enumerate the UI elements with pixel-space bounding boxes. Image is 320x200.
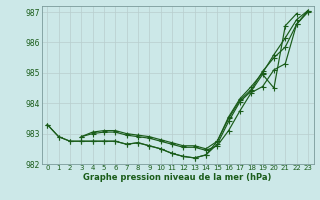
X-axis label: Graphe pression niveau de la mer (hPa): Graphe pression niveau de la mer (hPa): [84, 173, 272, 182]
